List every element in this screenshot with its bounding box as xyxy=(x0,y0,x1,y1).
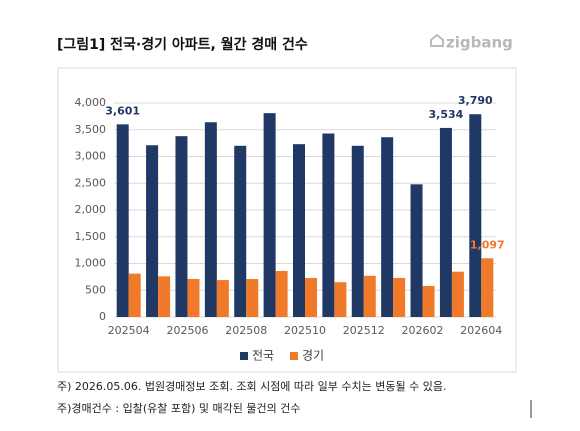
y-tick-label: 3,000 xyxy=(75,150,107,163)
bar xyxy=(175,136,188,317)
bar xyxy=(146,145,159,317)
bar xyxy=(381,137,394,317)
legend-label: 전국 xyxy=(252,349,274,363)
bar xyxy=(410,184,423,317)
bar xyxy=(305,277,317,317)
data-label: 1,097 xyxy=(470,238,505,251)
bar xyxy=(363,275,376,317)
bar xyxy=(481,258,494,317)
x-tick-label: 202506 xyxy=(166,324,208,337)
bar xyxy=(422,285,435,317)
bar xyxy=(451,271,464,317)
note: 주)경매건수 : 입찰(유찰 포함) 및 매각된 물건의 건수 xyxy=(57,402,300,415)
x-tick-label: 202602 xyxy=(402,324,444,337)
bar xyxy=(393,277,406,317)
bar xyxy=(469,114,482,317)
bar xyxy=(128,273,141,317)
bar xyxy=(275,270,288,317)
bar xyxy=(263,113,276,317)
bar xyxy=(158,276,171,317)
data-label: 3,790 xyxy=(458,94,493,107)
bar xyxy=(334,282,347,317)
y-tick-label: 1,500 xyxy=(75,230,107,243)
bar xyxy=(351,145,364,317)
y-tick-label: 2,000 xyxy=(75,203,107,216)
y-tick-label: 0 xyxy=(99,310,106,323)
x-tick-label: 202510 xyxy=(284,324,326,337)
x-tick-label: 202604 xyxy=(460,324,502,337)
y-tick-label: 500 xyxy=(85,283,106,296)
logo: zigbang xyxy=(446,34,513,52)
note: 주) 2026.05.06. 법원경매정보 조회. 조회 시점에 따라 일부 수… xyxy=(57,379,446,393)
y-tick-label: 2,500 xyxy=(75,176,107,189)
y-tick-label: 4,000 xyxy=(75,96,107,109)
bar xyxy=(234,145,247,317)
legend-swatch xyxy=(240,352,248,360)
logo-icon xyxy=(430,33,444,47)
chart-frame xyxy=(57,67,517,373)
y-tick-label: 1,000 xyxy=(75,257,107,270)
bar xyxy=(439,127,452,317)
legend-label: 경기 xyxy=(302,349,324,363)
figure-title: [그림1] 전국·경기 아파트, 월간 경매 건수 xyxy=(57,36,308,53)
data-label: 3,534 xyxy=(429,108,464,121)
bar xyxy=(322,133,335,317)
bar xyxy=(187,279,200,317)
bar xyxy=(204,122,217,317)
bar xyxy=(116,124,129,317)
x-tick-label: 202504 xyxy=(108,324,150,337)
x-tick-label: 202512 xyxy=(343,324,385,337)
legend-swatch xyxy=(290,352,298,360)
bar xyxy=(216,280,229,317)
bar xyxy=(246,279,259,317)
y-tick-label: 3,500 xyxy=(75,123,107,136)
data-label: 3,601 xyxy=(105,104,140,117)
x-tick-label: 202508 xyxy=(225,324,267,337)
bar xyxy=(293,144,305,317)
